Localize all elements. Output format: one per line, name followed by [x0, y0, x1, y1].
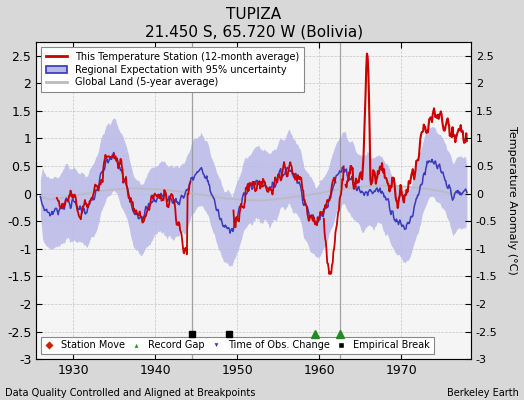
Text: Data Quality Controlled and Aligned at Breakpoints: Data Quality Controlled and Aligned at B… [5, 388, 256, 398]
Text: Berkeley Earth: Berkeley Earth [447, 388, 519, 398]
Title: TUPIZA
21.450 S, 65.720 W (Bolivia): TUPIZA 21.450 S, 65.720 W (Bolivia) [145, 7, 363, 39]
Legend: Station Move, Record Gap, Time of Obs. Change, Empirical Break: Station Move, Record Gap, Time of Obs. C… [41, 336, 434, 354]
Y-axis label: Temperature Anomaly (°C): Temperature Anomaly (°C) [507, 126, 517, 275]
